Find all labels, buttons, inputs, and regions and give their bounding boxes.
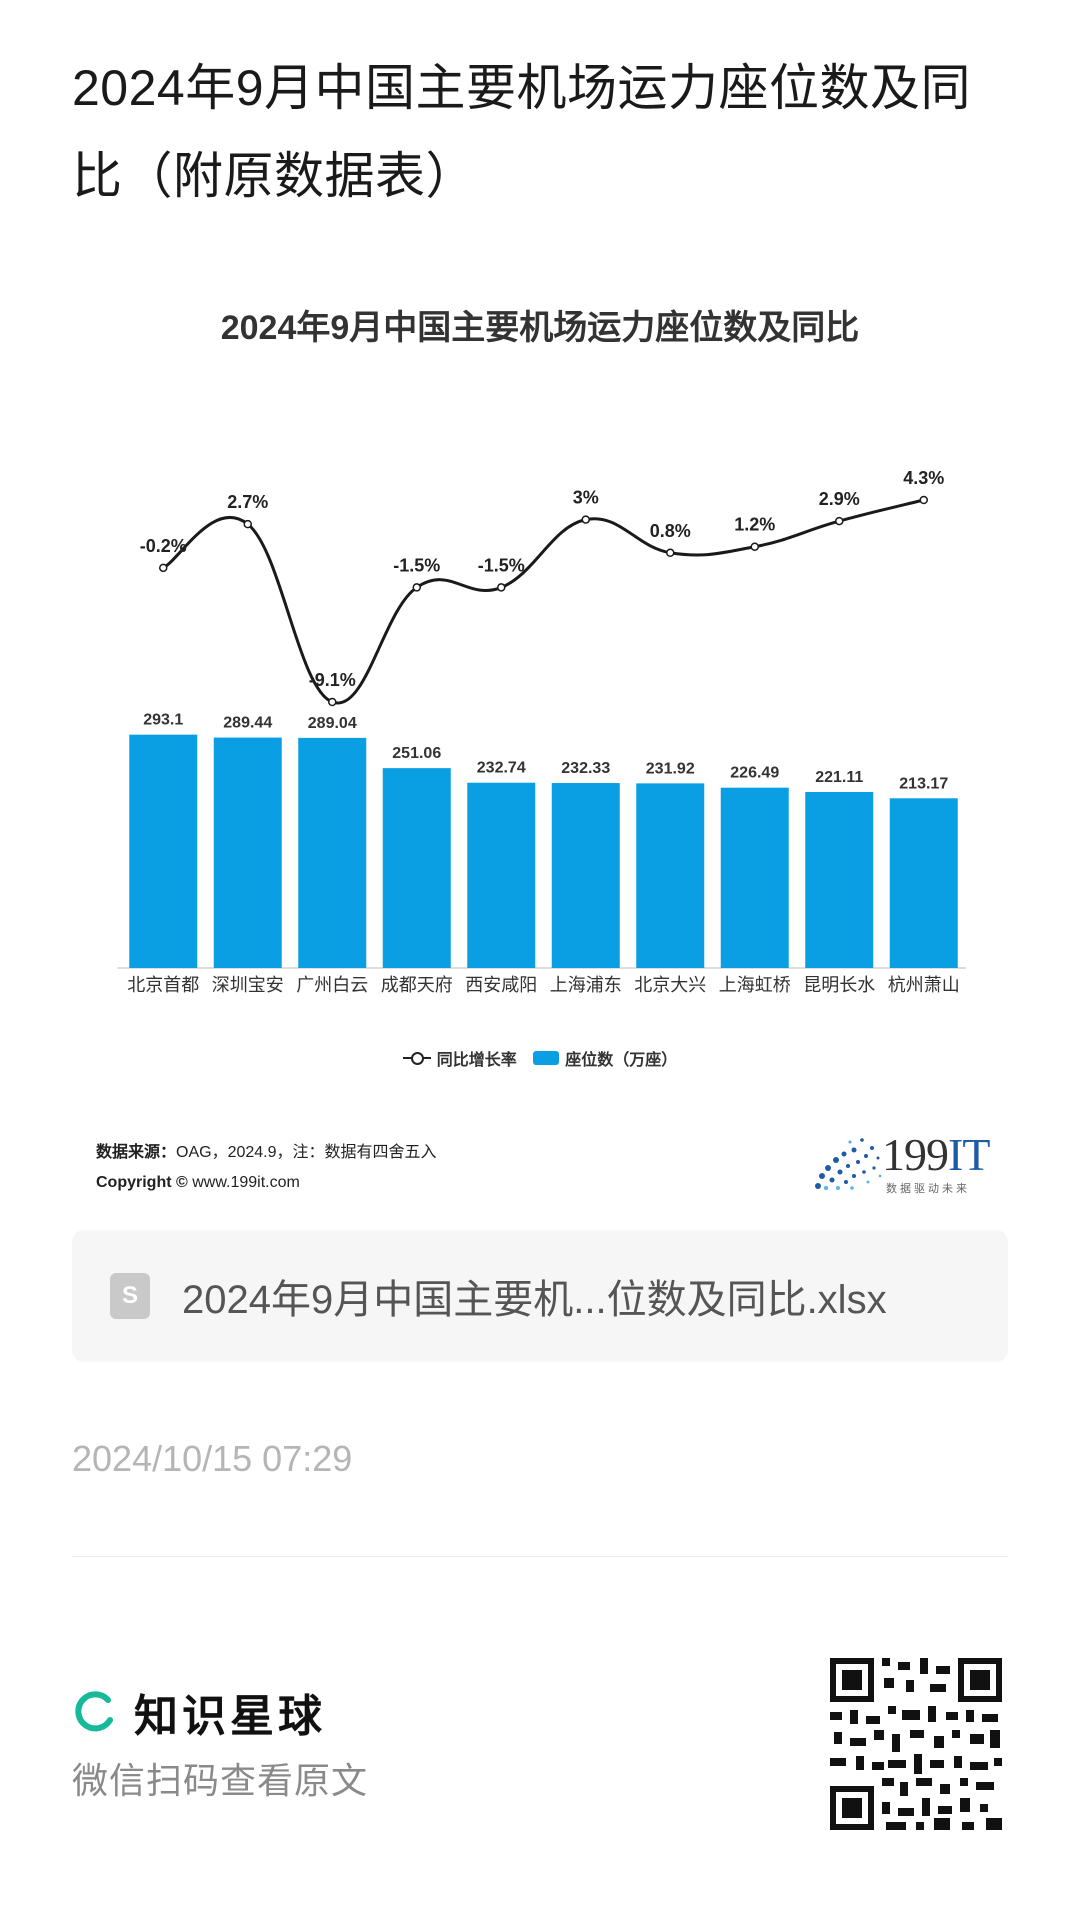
source-label: 数据来源：: [96, 1144, 177, 1161]
bar-value-label: 289.44: [223, 715, 272, 732]
knowledge-planet-logo-icon: [75, 1691, 113, 1732]
growth-rate-label: 0.8%: [650, 521, 691, 541]
bar-2: [298, 737, 367, 968]
x-tick-label: 昆明长水: [803, 975, 875, 996]
bar-9: [889, 798, 958, 968]
dot-burst-logo-icon: [815, 1138, 882, 1191]
bar-3: [382, 768, 451, 968]
bar-4: [467, 782, 536, 968]
legend-line-label: 同比增长率: [436, 1052, 517, 1069]
bar-value-label: 226.49: [730, 765, 779, 782]
bar-value-label: 289.04: [308, 715, 357, 732]
growth-rate-point: [159, 563, 168, 573]
x-tick-label: 广州白云: [296, 975, 368, 996]
growth-rate-point: [581, 515, 590, 524]
growth-rate-label: -1.5%: [478, 555, 525, 575]
knowledge-planet-brand: 知识星球: [72, 1680, 326, 1744]
chart-source: 数据来源：OAG，2024.9，注：数据有四舍五入 Copyright © ww…: [96, 1138, 437, 1198]
brand-logo: 199IT 数据驱动未来: [808, 1128, 998, 1198]
growth-rate-point: [666, 548, 675, 558]
growth-rate-label: -9.1%: [309, 670, 356, 690]
x-tick-label: 西安咸阳: [465, 975, 537, 996]
bar-value-label: 231.92: [646, 760, 695, 777]
legend-bar-swatch: [533, 1051, 560, 1065]
growth-rate-point: [919, 495, 928, 505]
bar-value-label: 251.06: [392, 745, 441, 762]
bar-value-label: 213.17: [899, 775, 948, 792]
legend-item-bar: 座位数（万座）: [533, 1046, 677, 1070]
growth-rate-label: 2.9%: [819, 489, 860, 509]
page-title: 2024年9月中国主要机场运力座位数及同比（附原数据表）: [72, 60, 972, 204]
spreadsheet-file-icon: S: [110, 1273, 150, 1319]
bar-1: [213, 737, 282, 968]
bar-6: [636, 783, 705, 968]
growth-rate-label: 1.2%: [734, 515, 775, 535]
x-tick-label: 上海浦东: [550, 975, 622, 996]
growth-rate-label: 3%: [573, 488, 599, 508]
bar-7: [720, 787, 789, 968]
bar-value-label: 232.74: [477, 760, 526, 777]
chart-legend: 同比增长率 座位数（万座）: [0, 1046, 1080, 1070]
growth-rate-point: [497, 583, 506, 592]
x-tick-label: 深圳宝安: [212, 975, 284, 996]
bar-5: [551, 783, 620, 968]
growth-rate-point: [412, 583, 421, 592]
publish-timestamp: 2024/10/15 07:29: [72, 1438, 353, 1479]
legend-bar-label: 座位数（万座）: [565, 1052, 678, 1069]
growth-rate-label: 4.3%: [903, 468, 944, 488]
growth-rate-label: -0.2%: [140, 536, 187, 556]
copyright-label: Copyright ©: [96, 1174, 188, 1191]
growth-rate-point: [243, 519, 252, 529]
x-tick-label: 成都天府: [381, 975, 453, 996]
source-text: OAG，2024.9，注：数据有四舍五入: [176, 1144, 437, 1161]
legend-item-line: 同比增长率: [402, 1046, 517, 1070]
knowledge-planet-name: 知识星球: [134, 1692, 326, 1741]
x-tick-label: 上海虹桥: [719, 975, 791, 996]
bar-value-label: 293.1: [143, 712, 183, 729]
growth-rate-label: -1.5%: [393, 555, 440, 575]
bar-value-label: 232.33: [561, 760, 610, 777]
x-tick-label: 北京首都: [127, 975, 199, 996]
bar-value-label: 221.11: [815, 769, 863, 786]
divider: [72, 1556, 1008, 1557]
bar-0: [129, 734, 198, 968]
brand-tagline: 数据驱动未来: [886, 1183, 970, 1195]
brand-name: 199IT: [882, 1129, 990, 1180]
bar-8: [805, 791, 874, 968]
x-tick-label: 北京大兴: [634, 975, 706, 996]
qr-code-icon[interactable]: [830, 1658, 1002, 1830]
copyright-url: www.199it.com: [192, 1174, 300, 1191]
growth-rate-point: [750, 542, 759, 551]
growth-rate-point: [328, 697, 337, 707]
growth-rate-line: [162, 498, 925, 705]
combo-chart: 293.1 北京首都 289.44 深圳宝安 289.04 广州白云 251.06 成都天府 2…: [117, 468, 966, 996]
legend-line-swatch: [402, 1051, 431, 1065]
attachment-file-name[interactable]: 2024年9月中国主要机...位数及同比.xlsx: [182, 1278, 887, 1322]
scan-hint: 微信扫码查看原文: [72, 1760, 369, 1801]
chart-title: 2024年9月中国主要机场运力座位数及同比: [220, 309, 860, 347]
x-tick-label: 杭州萧山: [888, 975, 960, 996]
growth-rate-label: 2.7%: [227, 492, 268, 512]
attachment-card[interactable]: S 2024年9月中国主要机...位数及同比.xlsx: [72, 1230, 1008, 1362]
growth-rate-point: [835, 516, 844, 526]
